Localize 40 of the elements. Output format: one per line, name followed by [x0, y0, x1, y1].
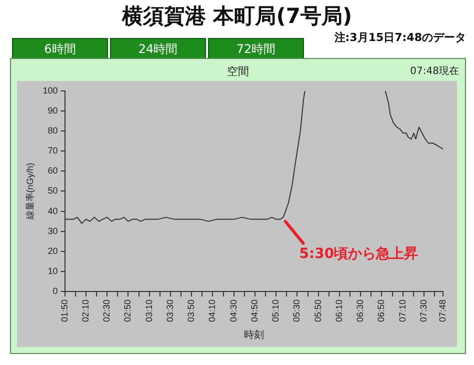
text: 24時間 — [110, 38, 206, 60]
y-axis-title: 線量率(nGy/h) — [24, 162, 35, 221]
x-tick-label: 04:50 — [249, 299, 260, 322]
chart-subtitle: 空間 — [227, 65, 249, 78]
x-tick-label: 02:10 — [80, 299, 90, 322]
x-tick-label: 07:48 — [437, 299, 448, 322]
x-tick-label: 03:30 — [164, 299, 175, 322]
x-tick-label: 06:30 — [355, 299, 366, 322]
y-tick-label: 10 — [48, 266, 58, 276]
x-tick-label: 06:50 — [376, 299, 386, 322]
x-tick-label: 03:50 — [186, 299, 196, 322]
y-tick-label: 20 — [48, 246, 58, 256]
x-tick-label: 07:30 — [418, 299, 428, 322]
text: 72時間 — [208, 38, 304, 60]
text: 6時間 — [12, 38, 108, 60]
x-tick-label: 04:30 — [228, 299, 238, 322]
text: 注:3月15日7:48のデータ — [334, 30, 466, 45]
y-tick-label: 0 — [52, 286, 58, 296]
x-tick-label: 05:50 — [312, 299, 323, 322]
y-tick-label: 80 — [48, 126, 58, 136]
y-tick-label: 100 — [42, 85, 58, 96]
y-tick-label: 30 — [48, 226, 58, 236]
y-tick-label: 90 — [48, 106, 58, 116]
y-tick-label: 40 — [48, 206, 58, 216]
annotation: 5:30頃から急上昇 — [299, 246, 418, 262]
x-tick-label: 05:10 — [270, 299, 281, 322]
chart-title: 横須賀港 本町局(7号局) — [120, 3, 354, 30]
x-tick-label: 02:30 — [102, 299, 112, 322]
x-tick-label: 01:50 — [59, 299, 70, 322]
text: 07:48現在 — [410, 65, 459, 78]
x-tick-label: 07:10 — [397, 299, 408, 322]
x-tick-label: 04:10 — [207, 299, 218, 322]
x-tick-label: 06:10 — [334, 299, 344, 322]
x-tick-label: 03:10 — [144, 299, 154, 322]
y-tick-label: 70 — [48, 146, 58, 156]
x-axis-title: 時刻 — [244, 328, 264, 341]
y-tick-label: 60 — [48, 166, 58, 176]
x-tick-label: 02:50 — [122, 299, 133, 322]
x-tick-label: 05:30 — [292, 299, 302, 322]
y-tick-label: 50 — [48, 186, 58, 196]
